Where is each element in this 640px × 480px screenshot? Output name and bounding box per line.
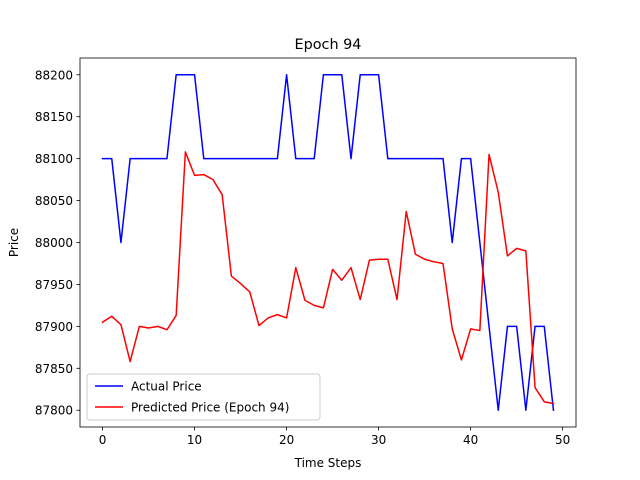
- x-axis-label: Time Steps: [294, 456, 362, 470]
- x-tick-label: 30: [371, 433, 386, 447]
- y-tick-label: 87800: [35, 404, 73, 418]
- series-line-actual-price: [101, 74, 555, 412]
- y-tick-label: 88000: [35, 236, 73, 250]
- y-tick-label: 88050: [35, 194, 73, 208]
- x-tick-label: 10: [187, 433, 202, 447]
- y-axis-ticks: 87800 87850 87900 87950 88000 88050 88100 88150…: [35, 68, 80, 418]
- y-tick-label: 87900: [35, 320, 73, 334]
- legend-box: [86, 373, 321, 421]
- legend-label-predicted-price: Predicted Price (Epoch 94): [131, 401, 289, 415]
- legend: Actual Price Predicted Price (Epoch 94): [86, 373, 321, 421]
- y-tick-label: 88150: [35, 110, 73, 124]
- x-tick-label: 20: [279, 433, 294, 447]
- y-tick-label: 87950: [35, 278, 73, 292]
- x-tick-label: 40: [463, 433, 478, 447]
- y-tick-label: 88100: [35, 152, 73, 166]
- chart-title: Epoch 94: [295, 37, 362, 53]
- legend-label-actual-price: Actual Price: [131, 380, 202, 394]
- x-tick-label: 50: [555, 433, 570, 447]
- y-axis-label: Price: [7, 228, 21, 257]
- y-tick-label: 87850: [35, 362, 73, 376]
- series-layer: [101, 74, 555, 412]
- x-axis-ticks: 0 10 20 30 40 50: [99, 427, 570, 447]
- x-tick-label: 0: [99, 433, 107, 447]
- y-tick-label: 88200: [35, 68, 73, 82]
- series-line-predicted-price-epoch-94: [101, 151, 555, 405]
